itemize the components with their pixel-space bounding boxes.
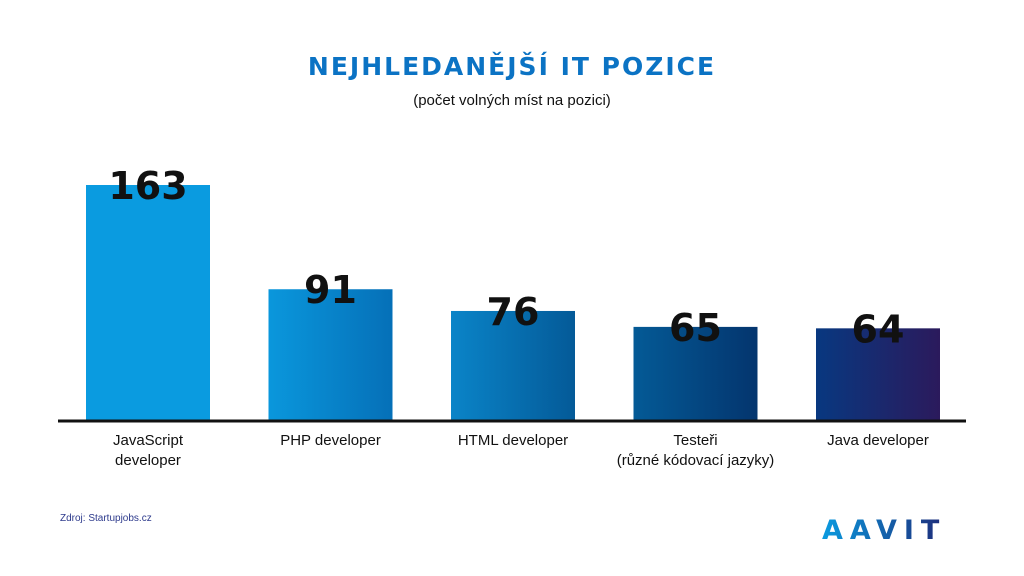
chart-title: NEJHLEDANĚJŠÍ IT POZICE xyxy=(307,52,717,81)
value-label-1: 163 xyxy=(108,164,187,208)
category-label-1: developer xyxy=(115,452,181,469)
category-label-5: Java developer xyxy=(827,432,929,449)
category-label-4: (různé kódovací jazyky) xyxy=(617,452,775,469)
bar-chart: 163 91 76 65 64 JavaScript developer PHP devel… xyxy=(58,164,966,469)
bar-3 xyxy=(451,310,575,421)
value-label-2: 91 xyxy=(304,268,357,312)
logo-text: AAVIT xyxy=(822,515,946,546)
category-label-2: PHP developer xyxy=(280,432,381,449)
value-label-5: 64 xyxy=(852,307,905,351)
value-label-4: 65 xyxy=(669,306,722,350)
category-label-4: Testeři xyxy=(673,432,717,449)
value-label-3: 76 xyxy=(487,290,540,334)
category-label-3: HTML developer xyxy=(458,432,568,449)
aavit-logo: AAVIT xyxy=(822,515,946,546)
chart-subtitle: (počet volných míst na pozici) xyxy=(413,92,611,109)
bar-2 xyxy=(268,289,393,421)
bar-1 xyxy=(86,185,210,421)
bar-4 xyxy=(633,326,758,421)
source-note: Zdroj: Startupjobs.cz xyxy=(60,513,152,524)
category-label-1: JavaScript xyxy=(113,432,184,449)
bar-5 xyxy=(816,328,940,421)
